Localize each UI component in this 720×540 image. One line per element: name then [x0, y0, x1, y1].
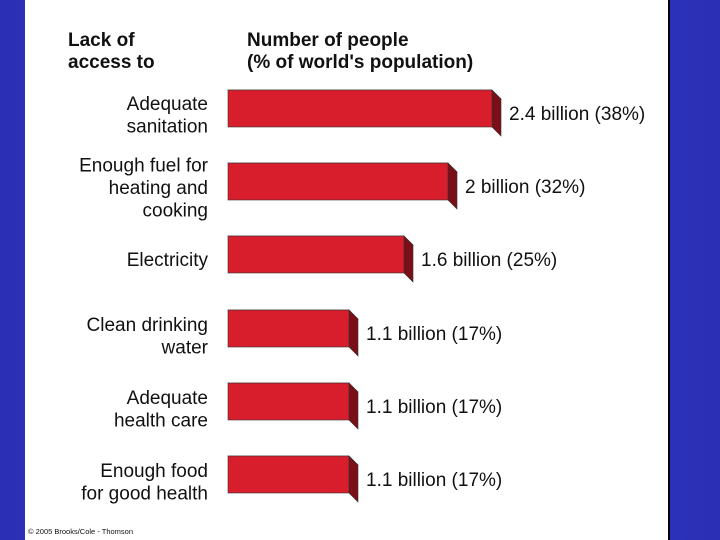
bar	[227, 89, 502, 137]
category-header-line: access to	[68, 52, 155, 73]
bar	[227, 455, 359, 503]
bar-front-face	[227, 309, 350, 348]
category-label: Adequate	[127, 94, 208, 115]
bar-side-face	[348, 309, 359, 357]
bar-front-face	[227, 235, 405, 274]
bar	[227, 309, 359, 357]
category-label: Electricity	[127, 250, 209, 271]
category-label: Enough fuel for	[79, 156, 209, 177]
bar-side-face	[447, 162, 458, 210]
value-label: 1.1 billion (17%)	[366, 324, 502, 345]
category-label: sanitation	[127, 116, 208, 137]
card-edge	[668, 0, 670, 540]
category-header-line: Lack of	[68, 30, 135, 51]
value-header-line: Number of people	[247, 30, 409, 51]
bars-group	[227, 89, 502, 503]
bar-side-face	[403, 235, 414, 283]
value-header-line: (% of world's population)	[247, 52, 473, 73]
bar-side-face	[348, 382, 359, 430]
bar-front-face	[227, 162, 449, 201]
bar	[227, 162, 458, 210]
bar	[227, 382, 359, 430]
bar	[227, 235, 414, 283]
category-label: water	[161, 337, 209, 358]
value-label: 2 billion (32%)	[465, 177, 585, 198]
value-label: 1.1 billion (17%)	[366, 470, 502, 491]
category-label: health care	[114, 410, 208, 431]
bar-side-face	[491, 89, 502, 137]
category-label: for good health	[81, 483, 208, 504]
category-label: Adequate	[127, 388, 208, 409]
bar-front-face	[227, 89, 493, 128]
category-label: cooking	[143, 201, 209, 222]
category-label: Clean drinking	[87, 315, 208, 336]
bar-front-face	[227, 455, 350, 494]
category-label: Enough food	[100, 461, 208, 482]
bar-side-face	[348, 455, 359, 503]
value-labels: 2.4 billion (38%) 2 billion (32%) 1.6 bill…	[366, 104, 645, 491]
value-label: 2.4 billion (38%)	[509, 104, 645, 125]
value-label: 1.6 billion (25%)	[421, 250, 557, 271]
value-label: 1.1 billion (17%)	[366, 397, 502, 418]
category-label: heating and	[109, 178, 208, 199]
bar-front-face	[227, 382, 350, 421]
copyright-text: © 2005 Brooks/Cole - Thomson	[28, 527, 133, 536]
